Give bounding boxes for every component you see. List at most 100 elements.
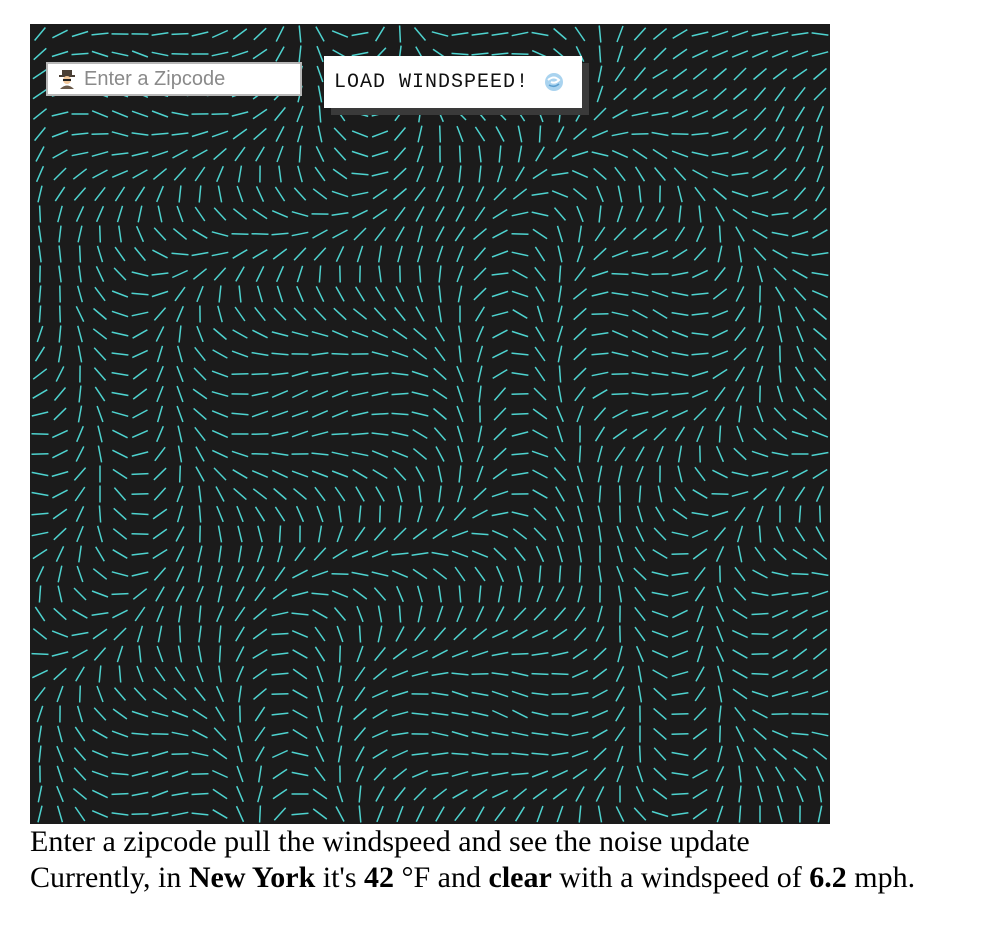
flow-line bbox=[491, 32, 509, 36]
flow-line bbox=[513, 607, 527, 621]
flow-line bbox=[472, 788, 488, 800]
flow-line bbox=[817, 125, 823, 143]
flow-line bbox=[611, 392, 629, 396]
flow-line bbox=[474, 306, 486, 322]
flow-line bbox=[238, 685, 242, 703]
flow-line bbox=[331, 390, 349, 398]
flow-line bbox=[334, 486, 346, 502]
flow-line bbox=[76, 705, 84, 723]
flow-line bbox=[673, 167, 687, 181]
flow-line bbox=[792, 648, 808, 660]
flow-line bbox=[553, 607, 567, 621]
flow-line bbox=[634, 546, 646, 562]
flow-line bbox=[398, 505, 402, 523]
flow-line bbox=[718, 425, 722, 443]
flow-line bbox=[411, 671, 429, 677]
flow-line bbox=[291, 410, 309, 418]
flow-line bbox=[738, 805, 742, 823]
flow-line bbox=[315, 285, 325, 303]
flow-line bbox=[731, 190, 749, 198]
flow-line bbox=[471, 752, 489, 756]
flow-line bbox=[532, 168, 548, 180]
flow-line bbox=[111, 772, 129, 776]
flow-line bbox=[512, 528, 528, 540]
flow-line bbox=[391, 350, 409, 358]
flow-line bbox=[732, 669, 748, 679]
flow-line bbox=[118, 225, 122, 243]
flow-line bbox=[334, 106, 346, 122]
flow-line bbox=[31, 512, 49, 516]
flow-line bbox=[276, 285, 284, 303]
flow-line bbox=[38, 225, 42, 243]
flow-line bbox=[216, 605, 224, 623]
flow-line bbox=[432, 788, 448, 800]
flow-line bbox=[132, 329, 148, 339]
flow-line bbox=[311, 431, 329, 437]
flow-line bbox=[753, 67, 767, 81]
flow-line bbox=[775, 486, 785, 502]
flow-line bbox=[811, 430, 829, 438]
flow-line bbox=[812, 668, 828, 680]
flow-line bbox=[416, 165, 424, 183]
flow-line bbox=[813, 367, 827, 381]
flow-line bbox=[597, 65, 603, 83]
flow-line bbox=[296, 285, 304, 303]
flow-line bbox=[351, 150, 369, 158]
flow-line bbox=[232, 128, 248, 140]
flow-line bbox=[237, 725, 243, 743]
flow-line bbox=[192, 729, 208, 739]
load-windspeed-button[interactable]: LOAD WINDSPEED! bbox=[324, 56, 582, 108]
flow-line bbox=[211, 429, 229, 439]
flow-line bbox=[793, 287, 807, 301]
flow-line bbox=[652, 228, 668, 240]
flow-line bbox=[217, 305, 223, 323]
flow-line bbox=[176, 485, 184, 503]
flow-line bbox=[592, 689, 608, 699]
flow-line bbox=[96, 685, 104, 703]
flow-line bbox=[38, 585, 42, 603]
flow-line bbox=[598, 45, 602, 63]
flow-line bbox=[73, 187, 87, 201]
flow-line bbox=[71, 52, 89, 56]
flow-line bbox=[474, 126, 486, 142]
flow-line bbox=[171, 811, 189, 817]
flow-line bbox=[577, 525, 583, 543]
flow-line bbox=[731, 471, 749, 477]
zipcode-field[interactable] bbox=[46, 62, 302, 96]
flow-line bbox=[694, 586, 706, 602]
flow-line bbox=[412, 428, 428, 440]
flow-line bbox=[556, 805, 564, 823]
flow-line bbox=[438, 585, 442, 603]
flow-line bbox=[771, 591, 789, 597]
flow-line bbox=[174, 286, 186, 302]
flow-line bbox=[592, 668, 608, 680]
flow-line bbox=[51, 429, 69, 439]
flow-line bbox=[674, 426, 686, 442]
flow-line bbox=[351, 391, 369, 397]
flow-line bbox=[631, 111, 649, 117]
flow-line bbox=[772, 629, 788, 639]
flow-line bbox=[435, 206, 445, 222]
flow-line bbox=[734, 306, 746, 322]
flow-line bbox=[451, 752, 469, 756]
zipcode-input[interactable] bbox=[84, 67, 284, 91]
flow-line bbox=[235, 626, 245, 642]
flow-line bbox=[651, 591, 669, 597]
flow-line bbox=[217, 185, 223, 203]
flow-line bbox=[58, 245, 62, 263]
flow-line bbox=[531, 191, 549, 197]
flow-line bbox=[792, 628, 808, 640]
flow-line bbox=[532, 489, 548, 499]
flow-line bbox=[813, 387, 827, 401]
flow-line bbox=[514, 106, 526, 122]
flow-line bbox=[671, 670, 689, 678]
flow-line bbox=[812, 548, 828, 560]
flow-line bbox=[376, 805, 384, 823]
flow-line bbox=[135, 225, 145, 243]
flow-line bbox=[212, 349, 228, 359]
flow-line bbox=[315, 145, 325, 163]
flow-line bbox=[114, 186, 126, 202]
flow-line bbox=[96, 245, 104, 263]
flow-line bbox=[131, 132, 149, 136]
flow-line bbox=[532, 788, 548, 800]
